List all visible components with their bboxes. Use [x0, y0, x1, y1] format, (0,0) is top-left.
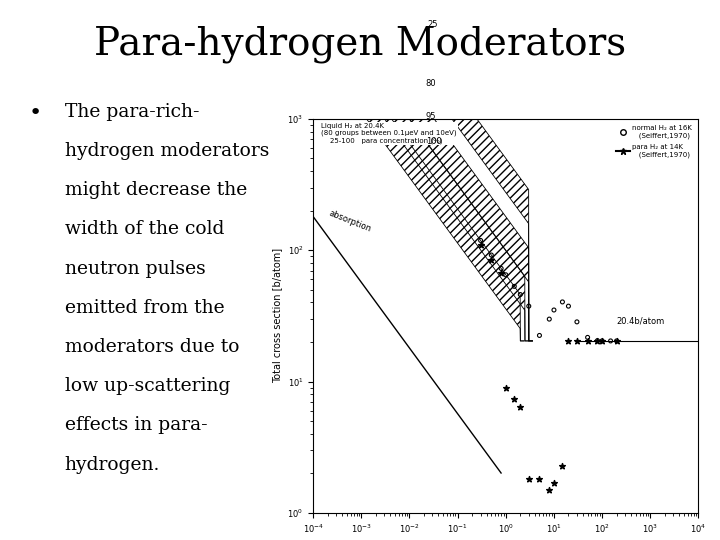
Text: Liquid H₂ at 20.4K
(80 groups between 0.1μeV and 10eV)
    25-100   para concent: Liquid H₂ at 20.4K (80 groups between 0.…: [321, 123, 456, 144]
Point: [534, 475, 545, 484]
Point: [475, 241, 487, 249]
Point: [557, 462, 568, 471]
Point: [563, 302, 575, 310]
Point: [544, 485, 555, 494]
Point: [548, 306, 559, 314]
Text: moderators due to: moderators due to: [65, 338, 239, 356]
Text: •: •: [29, 103, 42, 123]
Point: [596, 336, 608, 345]
Point: [495, 264, 507, 273]
Point: [500, 383, 511, 392]
Text: width of the cold: width of the cold: [65, 220, 224, 238]
Point: [596, 336, 608, 345]
Point: [571, 336, 582, 345]
Text: 100: 100: [426, 137, 441, 146]
Text: absorption: absorption: [328, 208, 373, 234]
Point: [495, 269, 507, 278]
Point: [582, 333, 593, 342]
Point: [548, 478, 559, 487]
Legend: normal H₂ at 16K
   (Seiffert,1970), para H₂ at 14K
   (Seiffert,1970): normal H₂ at 16K (Seiffert,1970), para H…: [613, 122, 695, 160]
Point: [508, 395, 520, 403]
Text: 80: 80: [426, 79, 436, 87]
Text: 95: 95: [426, 112, 436, 121]
Point: [515, 403, 526, 411]
Text: emitted from the: emitted from the: [65, 299, 225, 317]
Text: hydrogen.: hydrogen.: [65, 456, 160, 474]
Point: [571, 318, 582, 326]
Point: [508, 282, 520, 291]
Point: [563, 336, 575, 345]
Point: [485, 255, 497, 264]
Text: hydrogen moderators: hydrogen moderators: [65, 142, 269, 160]
Point: [557, 298, 568, 306]
Point: [523, 475, 534, 484]
Text: 25: 25: [428, 21, 438, 29]
Point: [523, 302, 534, 310]
Point: [515, 290, 526, 299]
Y-axis label: Total cross section [b/atom]: Total cross section [b/atom]: [272, 248, 282, 383]
Point: [500, 271, 511, 279]
Text: The para-rich-: The para-rich-: [65, 103, 199, 120]
Point: [611, 336, 622, 345]
Text: might decrease the: might decrease the: [65, 181, 247, 199]
Text: 20.4b/atom: 20.4b/atom: [616, 317, 665, 326]
Text: Para-hydrogen Moderators: Para-hydrogen Moderators: [94, 26, 626, 63]
Point: [544, 315, 555, 323]
Point: [611, 336, 622, 345]
Text: low up-scattering: low up-scattering: [65, 377, 230, 395]
Point: [605, 336, 616, 345]
Point: [592, 336, 603, 345]
Text: effects in para-: effects in para-: [65, 416, 207, 435]
Point: [485, 251, 497, 259]
Point: [592, 336, 603, 345]
Point: [534, 331, 545, 340]
Point: [475, 236, 487, 245]
Text: neutron pulses: neutron pulses: [65, 260, 205, 278]
Point: [582, 336, 593, 345]
